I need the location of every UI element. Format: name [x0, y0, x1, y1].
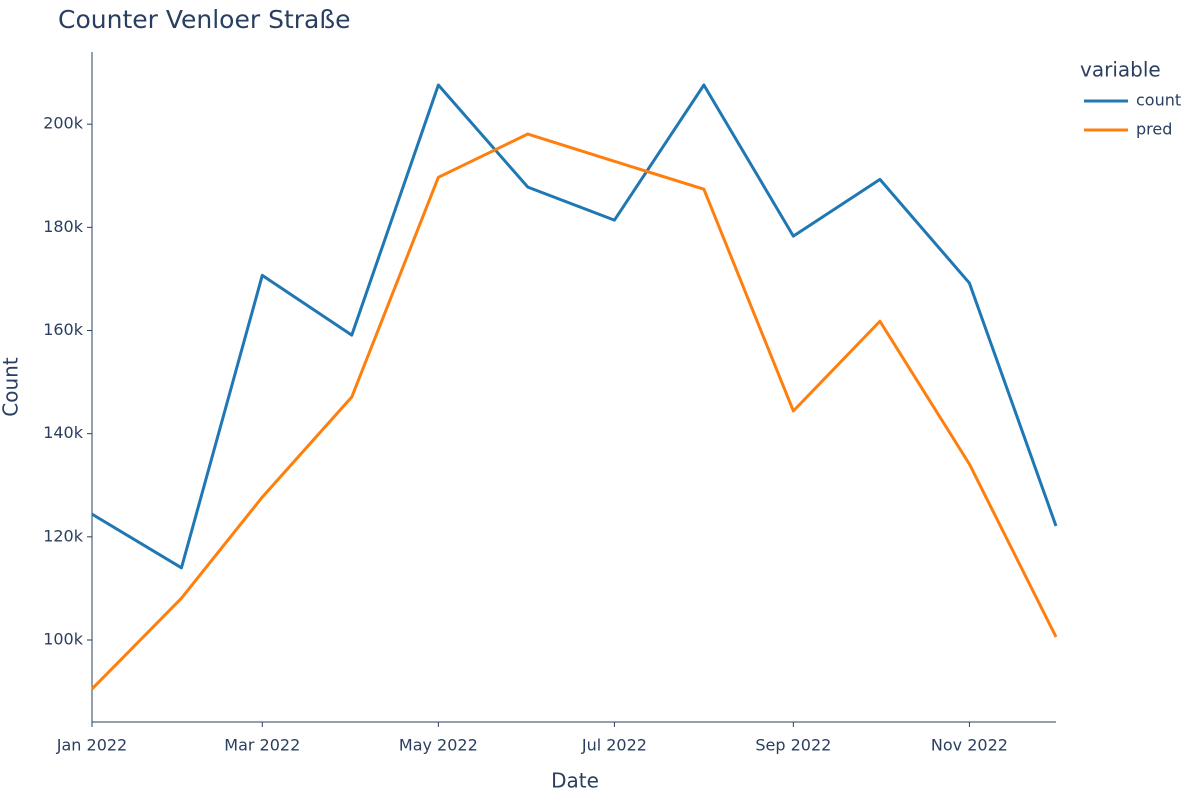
y-tick-label: 100k	[43, 629, 84, 648]
line-series	[90, 132, 1058, 691]
y-tick-label: 180k	[43, 217, 84, 236]
x-tick-label: Sep 2022	[755, 736, 831, 755]
x-tick-label: Nov 2022	[931, 736, 1008, 755]
y-tick-label: 160k	[43, 320, 84, 339]
chart-title: Counter Venloer Straße	[58, 5, 350, 34]
legend-label: count	[1136, 91, 1181, 110]
legend-title: variable	[1080, 58, 1161, 82]
x-tick-label: Mar 2022	[224, 736, 300, 755]
legend-label: pred	[1136, 120, 1172, 139]
x-tick-label: Jul 2022	[581, 736, 647, 755]
y-tick-label: 200k	[43, 114, 84, 133]
x-axis-title-top: Date	[551, 0, 599, 5]
x-tick-label: Jan 2022	[56, 736, 127, 755]
line-series	[91, 83, 1058, 570]
y-axis-title: Count	[0, 357, 23, 417]
y-tick-label: 120k	[43, 526, 84, 545]
x-tick-label: May 2022	[399, 736, 478, 755]
y-tick-label: 140k	[43, 423, 84, 442]
x-axis-title: Date	[551, 769, 599, 793]
